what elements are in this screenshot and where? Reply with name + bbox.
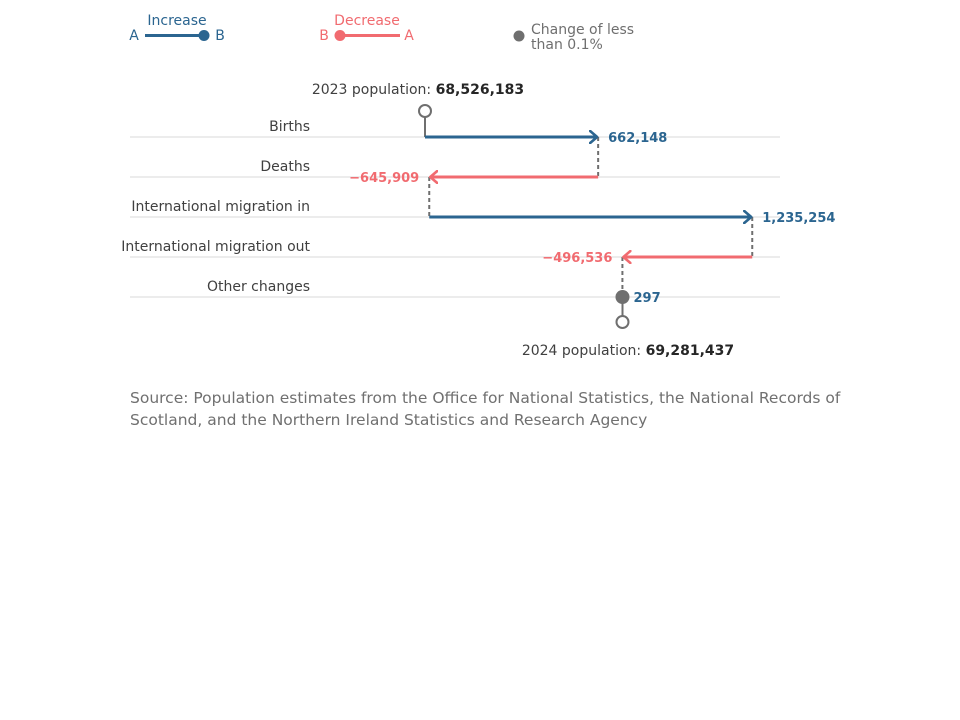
end-population-label: 2024 population: 69,281,437 bbox=[522, 343, 734, 359]
end-label-text: 2024 population: bbox=[522, 343, 646, 359]
legend-decrease-end: A bbox=[404, 28, 414, 44]
source-note: Source: Population estimates from the Of… bbox=[130, 389, 841, 429]
category-label: Births bbox=[269, 119, 310, 135]
value-label: 1,235,254 bbox=[762, 211, 835, 226]
small-change-dot bbox=[615, 290, 630, 304]
population-change-chart: Increase A B Decrease B A Change of less… bbox=[121, 13, 835, 359]
end-marker bbox=[615, 315, 630, 329]
value-label: 662,148 bbox=[608, 131, 667, 146]
start-label-text: 2023 population: bbox=[312, 82, 436, 98]
change-arrows bbox=[418, 104, 752, 329]
category-label: Other changes bbox=[207, 279, 310, 295]
legend-small-line2: than 0.1% bbox=[531, 37, 603, 53]
legend-small-line1: Change of less bbox=[531, 22, 634, 38]
legend-increase-title: Increase bbox=[147, 13, 206, 29]
legend: Increase A B Decrease B A Change of less… bbox=[129, 13, 634, 53]
legend-decrease: Decrease B A bbox=[319, 13, 414, 44]
category-label: Deaths bbox=[260, 159, 310, 175]
legend-increase: Increase A B bbox=[129, 13, 225, 44]
start-population-label: 2023 population: 68,526,183 bbox=[312, 82, 524, 98]
value-label: 297 bbox=[633, 291, 660, 306]
start-marker bbox=[418, 104, 432, 118]
legend-decrease-start: B bbox=[319, 28, 329, 44]
legend-decrease-dot bbox=[334, 30, 346, 41]
category-label: International migration in bbox=[131, 199, 310, 215]
end-value-text: 69,281,437 bbox=[646, 343, 735, 359]
legend-increase-end: B bbox=[215, 28, 225, 44]
legend-decrease-title: Decrease bbox=[334, 13, 400, 29]
category-label: International migration out bbox=[121, 239, 310, 255]
legend-increase-start: A bbox=[129, 28, 139, 44]
legend-small-change: Change of less than 0.1% bbox=[513, 22, 634, 53]
value-label: −496,536 bbox=[542, 251, 612, 266]
value-labels: 662,148 −645,909 1,235,254 −496,536 297 bbox=[349, 131, 835, 306]
legend-increase-dot bbox=[198, 30, 210, 41]
value-label: −645,909 bbox=[349, 171, 419, 186]
start-value-text: 68,526,183 bbox=[436, 82, 525, 98]
category-labels: Births Deaths International migration in In… bbox=[121, 119, 310, 295]
legend-small-dot bbox=[513, 30, 525, 42]
